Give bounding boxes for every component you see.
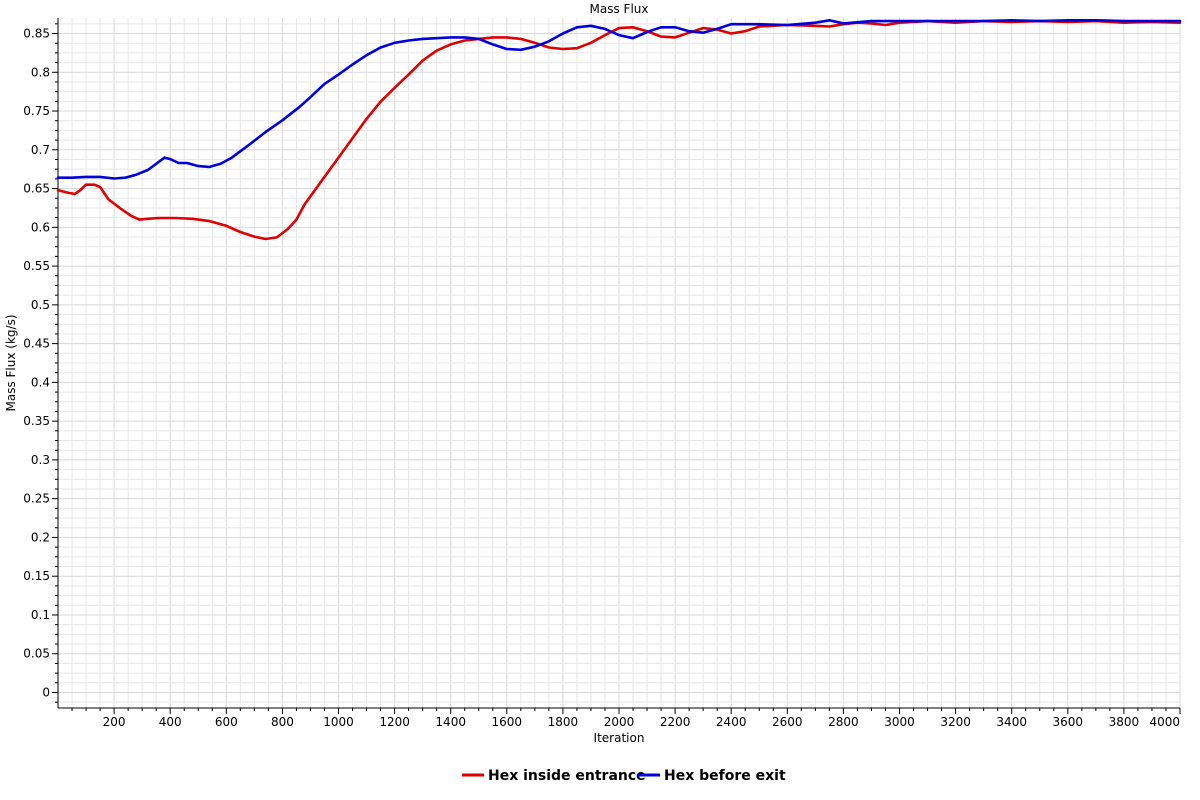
y-tick-label: 0.2	[31, 530, 50, 544]
legend-label-hex-inside-entrance: Hex inside entrance	[488, 768, 646, 784]
y-axis-title: Mass Flux (kg/s)	[4, 314, 18, 411]
x-tick-label: 2600	[772, 715, 803, 729]
x-tick-label: 600	[215, 715, 238, 729]
grid-layer	[58, 18, 1181, 708]
y-tick-label: 0.4	[31, 375, 50, 389]
y-tick-label: 0.15	[23, 569, 50, 583]
x-tick-label: 800	[271, 715, 294, 729]
x-tick-label: 1600	[492, 715, 523, 729]
y-tick-label: 0.8	[31, 65, 50, 79]
legend-label-hex-before-exit: Hex before exit	[664, 768, 786, 784]
y-tick-label: 0.5	[31, 298, 50, 312]
x-tick-label: 1000	[323, 715, 354, 729]
x-tick-label: 200	[103, 715, 126, 729]
x-tick-label: 1200	[379, 715, 410, 729]
x-tick-label: 1400	[435, 715, 466, 729]
legend: Hex inside entrance Hex before exit	[462, 768, 786, 784]
y-tick-label: 0.25	[23, 492, 50, 506]
x-tick-label: 3600	[1053, 715, 1084, 729]
chart-title: Mass Flux	[590, 2, 649, 16]
series-layer	[56, 19, 1182, 241]
x-tick-label: 3200	[940, 715, 971, 729]
x-tick-label: 3400	[996, 715, 1027, 729]
x-tick-label: 3000	[884, 715, 915, 729]
y-tick-label: 0.55	[23, 259, 50, 273]
x-tick-label: 1800	[548, 715, 579, 729]
y-tick-label: 0.7	[31, 143, 50, 157]
y-tick-layer: 0 0.05 0.1 0.15 0.2 0.25 0.3 0.35 0.4 0.45 0.5 0.55…	[23, 23, 58, 703]
y-tick-label: 0.65	[23, 182, 50, 196]
x-axis-title: Iteration	[594, 731, 645, 745]
legend-item-hex-inside-entrance: Hex inside entrance	[462, 768, 646, 784]
y-tick-label: 0.3	[31, 453, 50, 467]
y-tick-label: 0.05	[23, 647, 50, 661]
y-tick-label: 0.75	[23, 104, 50, 118]
legend-item-hex-before-exit: Hex before exit	[638, 768, 786, 784]
series-line-hex-before-exit	[56, 19, 1182, 180]
y-tick-label: 0.85	[23, 27, 50, 41]
y-tick-label: 0	[42, 685, 50, 699]
x-tick-label: 400	[159, 715, 182, 729]
x-tick-label: 4000	[1149, 715, 1180, 729]
series-line-hex-inside-entrance	[56, 19, 1182, 241]
x-tick-label: 2200	[660, 715, 691, 729]
x-tick-label: 2000	[604, 715, 635, 729]
x-tick-label: 2800	[828, 715, 859, 729]
y-tick-label: 0.6	[31, 220, 50, 234]
x-tick-label: 3800	[1109, 715, 1140, 729]
x-tick-label: 2400	[716, 715, 747, 729]
y-tick-label: 0.45	[23, 337, 50, 351]
x-tick-layer: 200 400 600 800 1000 1200 1400 1600 1800 2000 2200…	[71, 708, 1181, 729]
y-tick-label: 0.1	[31, 608, 50, 622]
y-tick-label: 0.35	[23, 414, 50, 428]
